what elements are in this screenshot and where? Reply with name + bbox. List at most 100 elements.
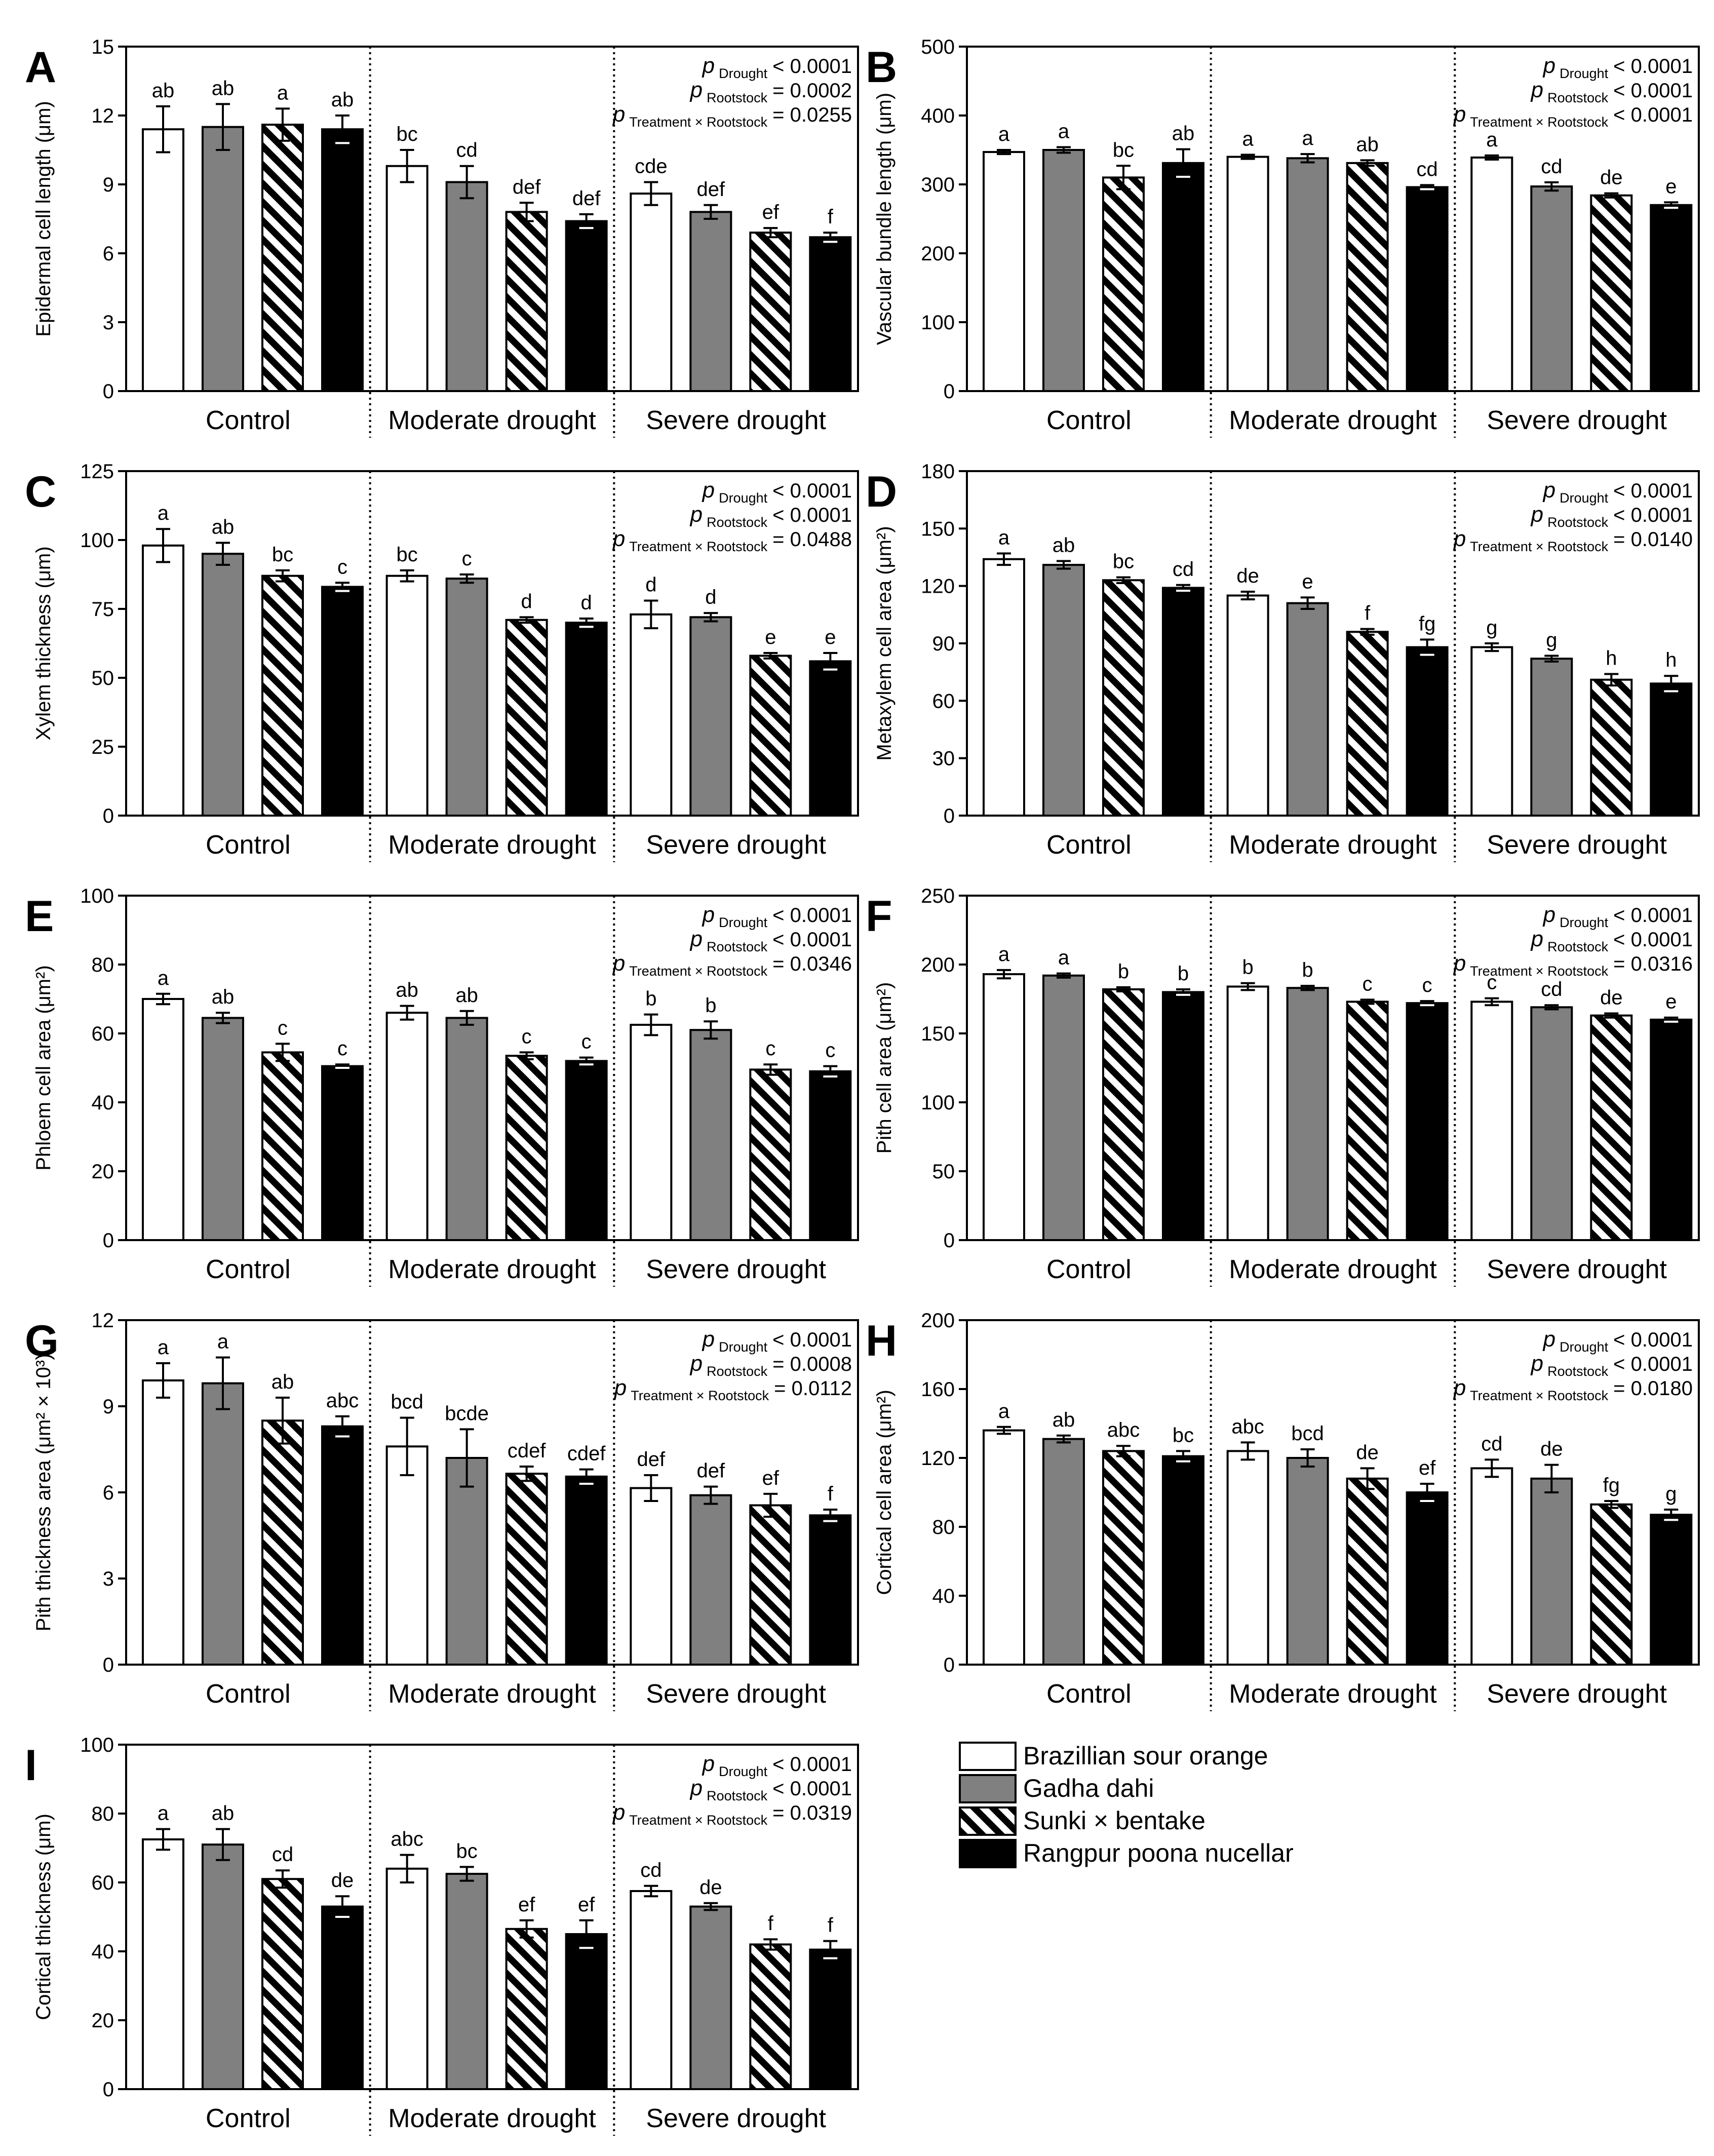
p-subscript: Drought (719, 1339, 768, 1355)
significance-letter: bcd (391, 1391, 423, 1413)
significance-letter: c (581, 1031, 592, 1053)
bar (1346, 631, 1389, 817)
significance-letter: g (1486, 617, 1497, 639)
bar (261, 1419, 304, 1666)
p-symbol: p (689, 927, 703, 951)
significance-letter: cd (1417, 158, 1438, 180)
panel-letter: F (866, 892, 892, 941)
p-symbol: p (1530, 78, 1543, 102)
group-label: Moderate drought (388, 1255, 596, 1284)
significance-letter: de (1540, 1438, 1563, 1460)
group-label: Severe drought (1487, 830, 1667, 860)
p-value-text: = 0.0002 (772, 80, 852, 102)
bar (809, 660, 852, 817)
p-value-text: < 0.0001 (1613, 480, 1693, 502)
bar (1226, 985, 1269, 1242)
bar (321, 1065, 364, 1242)
group-label: Severe drought (646, 1679, 826, 1709)
significance-letter: abc (326, 1390, 359, 1412)
p-subscript: Rootstock (707, 515, 768, 530)
bar (565, 1060, 608, 1241)
significance-letter: c (337, 556, 347, 578)
y-tick-label: 100 (80, 885, 114, 907)
p-subscript: Rootstock (1547, 939, 1609, 954)
significance-letter: ef (762, 1467, 780, 1489)
p-symbol: p (1530, 927, 1543, 951)
y-tick-label: 60 (92, 1023, 114, 1045)
bar (445, 1873, 488, 2090)
p-value-text: < 0.0001 (772, 1329, 852, 1351)
bar (385, 574, 428, 817)
y-tick-label: 120 (921, 575, 955, 598)
legend-label: Gadha dahi (1023, 1774, 1154, 1802)
significance-letter: cde (635, 155, 668, 177)
y-tick-label: 90 (932, 633, 955, 655)
legend: Brazillian sour orange Gadha dahi Sunki × … (959, 1742, 1294, 1868)
significance-letter: a (1058, 121, 1070, 143)
p-subscript: Treatment × Rootstock (1470, 964, 1608, 979)
significance-letter: g (1546, 629, 1557, 651)
y-tick-label: 3 (103, 1568, 114, 1590)
p-symbol: p (1530, 1351, 1543, 1376)
p-subscript: Drought (719, 1764, 768, 1779)
p-subscript: Drought (1560, 1339, 1609, 1355)
significance-letter: a (217, 1331, 229, 1353)
significance-letter: b (1178, 962, 1189, 985)
y-tick-label: 15 (92, 36, 114, 58)
significance-letter: de (699, 1876, 722, 1899)
y-tick-label: 40 (92, 1092, 114, 1114)
p-subscript: Treatment × Rootstock (629, 539, 767, 554)
legend-swatch (959, 1774, 1017, 1803)
significance-letter: d (705, 586, 716, 608)
bar (1102, 579, 1145, 817)
group-label: Moderate drought (1229, 1255, 1437, 1284)
p-value-text: < 0.0001 (1613, 1353, 1693, 1375)
significance-letter: cdef (567, 1443, 606, 1465)
p-value-annotation: p Treatment × Rootstock = 0.0346 (612, 951, 852, 979)
bar (1286, 602, 1329, 817)
p-value-annotation: p Drought < 0.0001 (702, 478, 852, 506)
p-value-text: < 0.0001 (772, 55, 852, 78)
bar (321, 1905, 364, 2091)
p-value-text: < 0.0001 (772, 480, 852, 502)
bar (809, 1070, 852, 1242)
significance-letter: abc (1231, 1415, 1264, 1438)
significance-letter: f (828, 206, 834, 228)
bar (983, 973, 1025, 1242)
plot-frame (125, 895, 859, 1241)
group-label: Severe drought (1487, 1679, 1667, 1709)
p-symbol: p (1530, 502, 1543, 527)
y-tick-label: 60 (932, 690, 955, 712)
p-value-text: < 0.0001 (1613, 1329, 1693, 1351)
bar (1470, 156, 1513, 392)
p-value-annotation: p Rootstock = 0.0002 (689, 78, 852, 105)
bar (1162, 1455, 1204, 1666)
significance-letter: cd (1541, 156, 1562, 178)
group-label: Control (1046, 830, 1132, 860)
y-tick-label: 0 (944, 380, 955, 403)
panel-i: I Cortical thickness (μm) 0 20 40 60 80 100 Cont… (25, 1734, 859, 2136)
significance-letter: d (521, 590, 532, 612)
panels-layer: A Epidermal cell length (μm) 0 3 6 9 12 15 Contr… (25, 36, 1700, 2136)
p-value-annotation: p Rootstock < 0.0001 (1530, 1351, 1693, 1379)
bar (1286, 1457, 1329, 1666)
significance-letter: ab (396, 979, 418, 1002)
p-symbol: p (689, 1776, 703, 1800)
p-value-annotation: p Treatment × Rootstock = 0.0140 (1453, 526, 1693, 554)
y-tick-label: 50 (92, 667, 114, 689)
p-subscript: Treatment × Rootstock (629, 114, 767, 130)
bar (261, 574, 304, 817)
p-value-text: < 0.0001 (1613, 504, 1693, 526)
panel-letter: G (25, 1317, 59, 1365)
plot-frame (966, 46, 1700, 392)
bar (1042, 1438, 1085, 1666)
significance-letter: cdef (508, 1440, 546, 1462)
bar (1650, 1018, 1693, 1242)
bar (630, 1024, 673, 1241)
y-tick-label: 0 (944, 1229, 955, 1252)
significance-letter: ab (1053, 534, 1075, 557)
p-subscript: Rootstock (707, 939, 768, 954)
legend-swatch (959, 1742, 1017, 1771)
significance-letter: a (158, 967, 169, 989)
y-axis-label: Phloem cell area (μm²) (32, 965, 55, 1170)
